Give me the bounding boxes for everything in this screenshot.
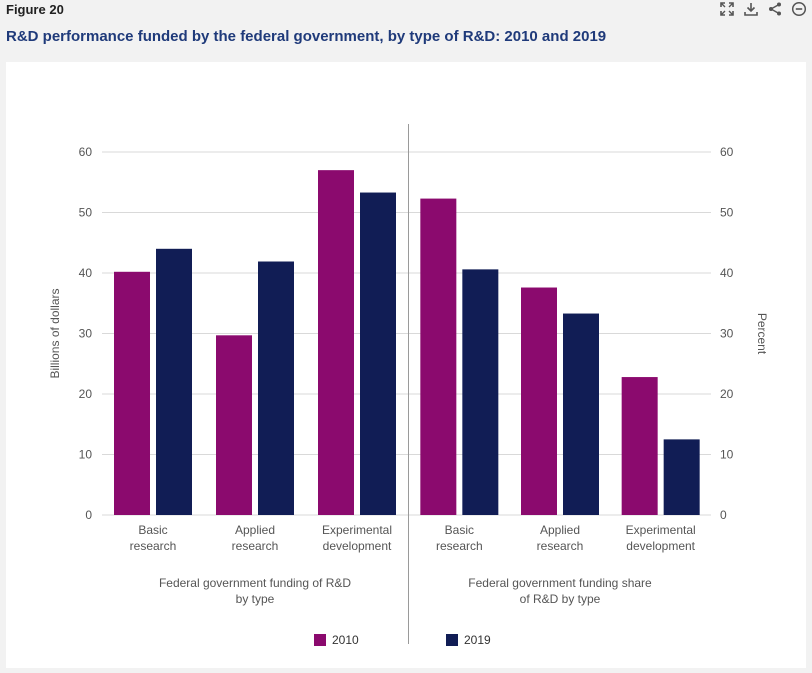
x-tick-label: Experimental (626, 523, 696, 537)
panel-title: by type (236, 592, 275, 606)
y-axis-label: Percent (755, 313, 769, 355)
y-tick-label: 30 (79, 327, 93, 341)
collapse-icon[interactable] (790, 0, 808, 18)
legend-label: 2010 (332, 633, 359, 647)
y-tick-label: 40 (79, 266, 93, 280)
panel-title: Federal government funding of R&D (159, 576, 351, 590)
expand-icon[interactable] (718, 0, 736, 18)
y-axis-label: Billions of dollars (48, 288, 62, 378)
panel-title: of R&D by type (520, 592, 601, 606)
x-tick-label: development (626, 539, 695, 553)
x-tick-label: Experimental (322, 523, 392, 537)
bar (462, 269, 499, 515)
x-tick-label: Basic (138, 523, 167, 537)
y-tick-label: 0 (720, 508, 727, 522)
bar (216, 335, 252, 515)
legend-swatch[interactable] (314, 634, 326, 646)
y-tick-label: 40 (720, 266, 734, 280)
bar (258, 261, 294, 515)
legend-label: 2019 (464, 633, 491, 647)
y-tick-label: 10 (720, 448, 734, 462)
x-tick-label: research (537, 539, 584, 553)
x-tick-label: research (232, 539, 279, 553)
y-tick-label: 60 (79, 145, 93, 159)
chart-area: 0 10 20 30 40 50 60 Billions of dollars Basic res… (6, 62, 806, 668)
bar (621, 377, 658, 515)
y-tick-label: 50 (720, 206, 734, 220)
y-tick-label: 50 (79, 206, 93, 220)
bar (114, 271, 150, 515)
chart-toolbar (718, 0, 808, 18)
bar (156, 248, 192, 516)
legend-swatch[interactable] (446, 634, 458, 646)
bar (318, 170, 354, 515)
bar (420, 198, 457, 515)
y-tick-label: 30 (720, 327, 734, 341)
chart-title: R&D performance funded by the federal go… (6, 28, 607, 45)
bar (521, 287, 557, 515)
bar (360, 192, 396, 515)
y-tick-label: 0 (85, 508, 92, 522)
y-tick-label: 10 (79, 448, 93, 462)
x-tick-label: research (130, 539, 177, 553)
x-tick-label: research (436, 539, 483, 553)
y-tick-label: 60 (720, 145, 734, 159)
figure-label: Figure 20 (6, 2, 64, 17)
download-icon[interactable] (742, 0, 760, 18)
x-tick-label: Applied (235, 523, 275, 537)
y-tick-label: 20 (720, 387, 734, 401)
x-tick-label: Applied (540, 523, 580, 537)
share-icon[interactable] (766, 0, 784, 18)
y-tick-label: 20 (79, 387, 93, 401)
x-tick-label: Basic (445, 523, 474, 537)
x-tick-label: development (323, 539, 392, 553)
panel-title: Federal government funding share (468, 576, 652, 590)
chart-svg: 0 10 20 30 40 50 60 Billions of dollars Basic res… (48, 124, 769, 647)
bar (563, 313, 599, 515)
bar (663, 439, 700, 515)
